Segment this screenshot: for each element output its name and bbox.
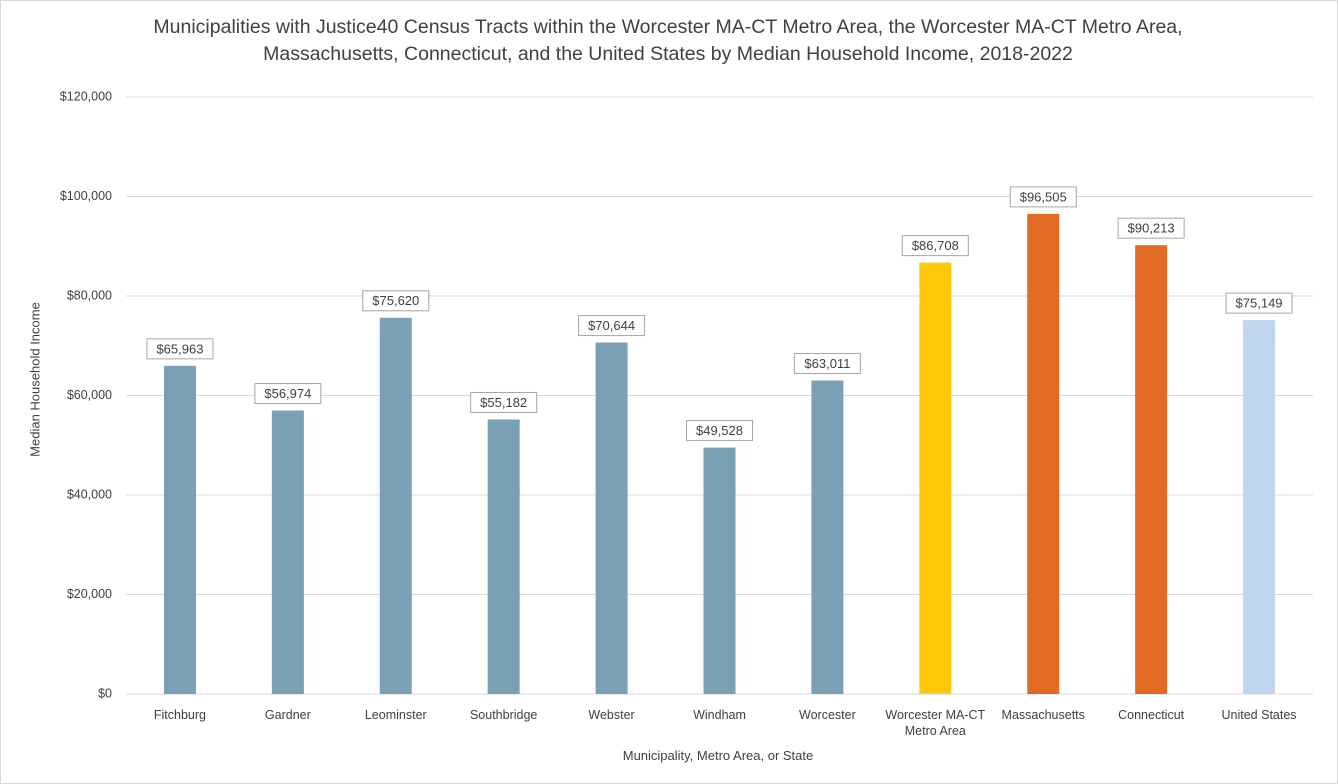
chart-title: Municipalities with Justice40 Census Tra… — [153, 16, 1183, 65]
data-label: $55,182 — [480, 395, 527, 410]
bar — [1243, 320, 1276, 694]
x-tick-label: Worcester MA-CT Metro Area — [885, 708, 986, 738]
data-label: $70,644 — [588, 318, 635, 333]
bar — [1135, 245, 1168, 695]
y-tick-label: $40,000 — [67, 487, 112, 501]
x-tick-label: Southbridge — [469, 708, 538, 722]
x-tick-label: Fitchburg — [153, 708, 206, 722]
y-axis-title: Median Household Income — [27, 302, 43, 457]
data-label-box — [470, 391, 538, 413]
x-tick-label: Worcester — [799, 708, 856, 722]
x-tick-label: Webster — [588, 708, 635, 722]
bar — [595, 342, 628, 694]
data-label: $75,149 — [1236, 296, 1283, 311]
data-label-box — [1225, 292, 1293, 314]
bar — [1027, 213, 1060, 694]
x-tick-label: Windham — [693, 708, 746, 722]
y-tick-label: $100,000 — [60, 189, 112, 203]
x-axis-title: Municipality, Metro Area, or State — [622, 748, 814, 763]
data-label: $86,708 — [912, 238, 959, 253]
data-label-box — [578, 315, 646, 337]
x-tick-label: Connecticut — [1118, 708, 1185, 722]
data-label: $90,213 — [1128, 221, 1175, 236]
bar — [919, 262, 952, 694]
bar — [703, 447, 736, 694]
data-label-box — [1117, 217, 1185, 239]
data-label-box — [1009, 186, 1077, 208]
y-tick-label: $120,000 — [60, 89, 112, 103]
data-label: $96,505 — [1020, 189, 1067, 204]
y-tick-label: $20,000 — [67, 587, 112, 601]
x-tick-label: United States — [1221, 708, 1297, 722]
data-label: $65,963 — [156, 341, 203, 356]
data-label-box — [362, 290, 430, 312]
x-tick-label: Massachusetts — [1001, 708, 1085, 722]
data-label: $63,011 — [804, 356, 850, 371]
y-tick-label: $80,000 — [67, 288, 112, 302]
data-label-box — [254, 383, 322, 405]
data-label-box — [901, 235, 969, 257]
x-tick-label: Leominster — [364, 708, 427, 722]
y-tick-label: $60,000 — [67, 388, 112, 402]
x-tick-label: Gardner — [264, 708, 311, 722]
bar — [811, 380, 844, 694]
bar — [487, 419, 520, 694]
data-label-box — [146, 338, 214, 360]
bar — [163, 365, 196, 694]
data-label: $49,528 — [696, 423, 743, 438]
data-label: $56,974 — [264, 386, 311, 401]
bar — [271, 410, 304, 694]
bar — [379, 317, 412, 694]
data-label-box — [793, 353, 861, 375]
y-tick-label: $0 — [98, 686, 112, 700]
data-label: $75,620 — [372, 293, 419, 308]
data-label-box — [686, 420, 753, 442]
